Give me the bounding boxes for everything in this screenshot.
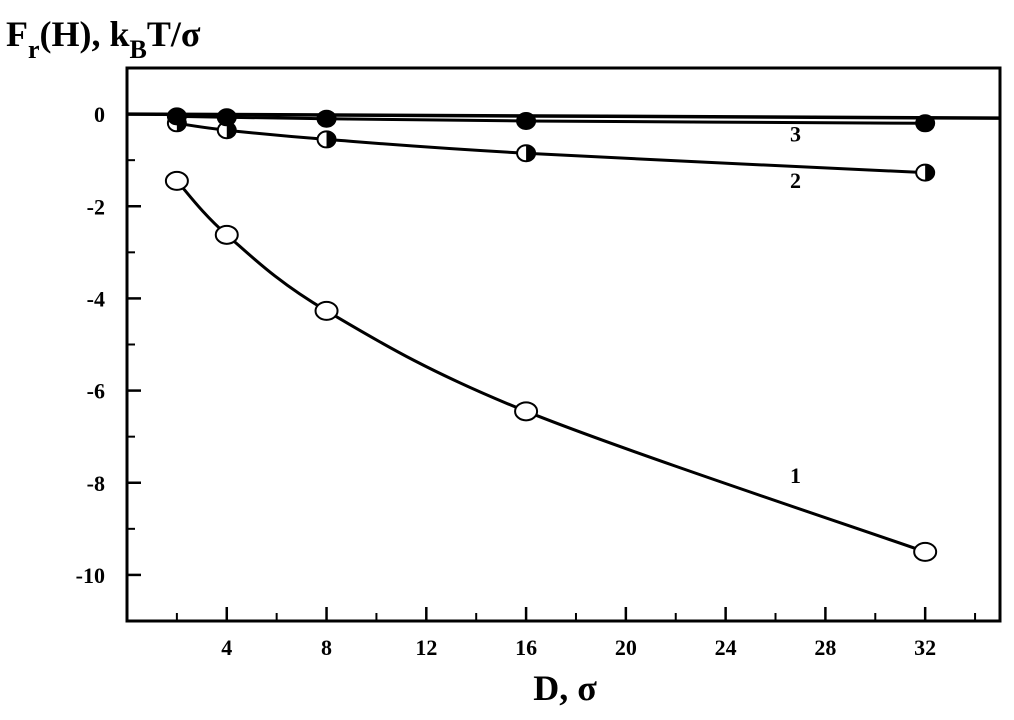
data-point [166, 107, 187, 126]
data-point [164, 170, 189, 191]
x-tick-label: 4 [221, 635, 232, 660]
axis-ticks [127, 112, 977, 621]
data-point [316, 130, 337, 149]
y-axis-title-text: Fr(H), kBT/σ [6, 14, 201, 64]
zero-line [126, 112, 1001, 120]
series-label: 3 [790, 122, 801, 147]
data-point [314, 300, 339, 321]
x-axis-title: D, σ [533, 668, 597, 708]
data-point [516, 111, 537, 130]
series-3: 3 [166, 107, 936, 147]
data-point [316, 109, 337, 128]
tick-labels: 4 8 12 16 20 24 28 320-2-4-6-8-10 [76, 102, 936, 660]
y-tick-label: -6 [87, 379, 105, 404]
x-tick-label: 32 [914, 635, 936, 660]
x-tick-label: 20 [615, 635, 637, 660]
series-label: 2 [790, 168, 801, 193]
y-tick-label: 0 [94, 102, 105, 127]
data-point [516, 144, 537, 163]
y-tick-label: -8 [87, 471, 105, 496]
y-axis-title: Fr(H), kBT/σ [6, 14, 201, 64]
y-tick-label: -4 [87, 286, 105, 311]
series-label: 1 [790, 463, 801, 488]
data-point [216, 121, 237, 140]
y-tick-label: -10 [76, 563, 105, 588]
plot-frame [125, 66, 1002, 623]
data-point [216, 108, 237, 127]
y-tick-label: -2 [87, 194, 105, 219]
data-point [514, 401, 539, 422]
x-tick-label: 8 [321, 635, 332, 660]
series-line [175, 179, 926, 554]
x-tick-label: 28 [814, 635, 836, 660]
series-layer: 1 2 3 [164, 107, 938, 562]
series-2: 2 [166, 114, 936, 193]
data-point [915, 114, 936, 133]
x-tick-label: 24 [715, 635, 737, 660]
data-point [214, 224, 239, 245]
data-point [915, 163, 936, 182]
series-line [176, 121, 926, 175]
series-1: 1 [164, 170, 938, 562]
x-tick-label: 16 [515, 635, 537, 660]
x-tick-label: 12 [415, 635, 437, 660]
data-point [913, 541, 938, 562]
